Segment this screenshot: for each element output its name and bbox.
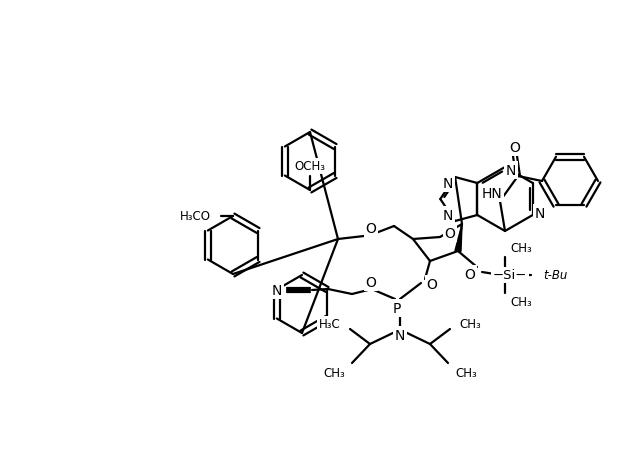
Text: O: O — [445, 226, 456, 240]
Text: O: O — [365, 221, 376, 236]
Text: O: O — [509, 141, 520, 155]
Text: t-Bu: t-Bu — [543, 269, 567, 282]
Text: CH₃: CH₃ — [323, 367, 345, 380]
Text: CH₃: CH₃ — [455, 367, 477, 380]
Text: O: O — [465, 268, 476, 282]
Text: N: N — [534, 206, 545, 220]
Text: N: N — [443, 176, 453, 191]
Text: CH₃: CH₃ — [459, 318, 481, 331]
Text: N: N — [506, 163, 516, 178]
Text: O: O — [427, 277, 437, 291]
Text: −Si−: −Si− — [493, 269, 527, 282]
Text: CH₃: CH₃ — [510, 242, 532, 255]
Text: N: N — [443, 208, 453, 223]
Text: CH₃: CH₃ — [510, 296, 532, 309]
Text: O: O — [365, 275, 376, 289]
Text: H₃CO: H₃CO — [179, 210, 211, 223]
Text: H₃C: H₃C — [319, 318, 341, 331]
Text: P: P — [393, 301, 401, 315]
Text: HN: HN — [482, 187, 502, 200]
Text: OCH₃: OCH₃ — [294, 160, 326, 173]
Text: N: N — [272, 283, 282, 297]
Text: N: N — [395, 328, 405, 342]
Polygon shape — [455, 225, 462, 252]
